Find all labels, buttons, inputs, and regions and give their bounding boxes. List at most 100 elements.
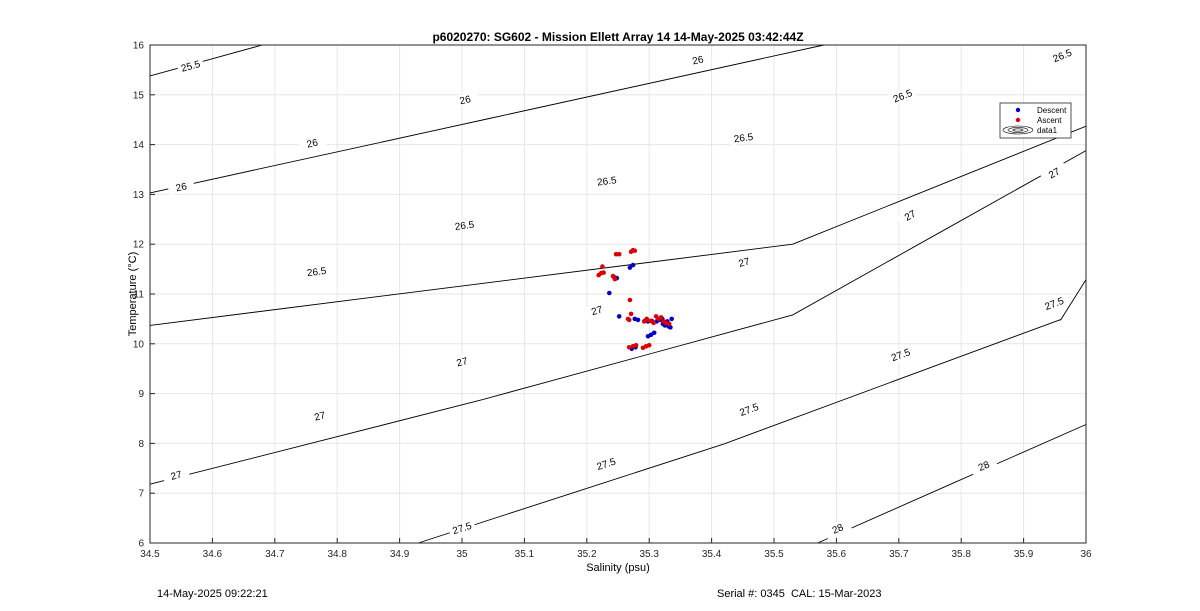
contour-line-27: [149, 150, 1087, 485]
x-tick-label: 35.7: [889, 549, 909, 560]
ascent-point: [658, 315, 664, 320]
contour-label-bg: [1039, 161, 1069, 185]
y-axis-ticks: 6 7 8 9 10 11 12 13 14 15 16: [133, 41, 155, 550]
y-tick-label: 16: [133, 41, 145, 52]
ascent-point: [632, 248, 638, 253]
x-tick-label: 35.8: [951, 549, 971, 560]
contour-label-bg: [167, 178, 196, 196]
contour-label-bg: [886, 344, 915, 365]
contour-label-bg: [447, 518, 477, 538]
contour-label-bg: [729, 130, 758, 146]
y-tick-label: 9: [138, 389, 144, 400]
contour-label-bg: [451, 91, 480, 109]
ascent-point: [646, 343, 652, 348]
x-tick-label: 35.1: [515, 549, 535, 560]
ascent-point: [626, 317, 632, 323]
contour-label-bg: [591, 454, 621, 474]
contour-label: 28: [977, 459, 992, 474]
x-tick-label: 34.8: [327, 549, 347, 560]
legend: Descent Ascent data1: [999, 102, 1072, 139]
contour-label-bg: [162, 466, 191, 485]
contour-label-bg: [593, 173, 621, 189]
contour-label-bg: [823, 517, 852, 540]
contour-label: 26: [306, 137, 320, 150]
contour-line-27-5: [418, 279, 1087, 544]
ascent-point: [651, 320, 656, 326]
contour-label-bg: [298, 134, 327, 152]
contour-label-bg: [683, 51, 712, 69]
y-axis-label: Temperature (°C): [127, 252, 139, 336]
ascent-point: [627, 297, 633, 303]
x-tick-label: 36: [1080, 549, 1092, 560]
contour-label-bg: [895, 203, 925, 227]
ascent-point: [626, 345, 632, 350]
y-tick-label: 6: [138, 539, 144, 550]
descent-point: [630, 262, 636, 268]
x-tick-label: 35.2: [577, 549, 597, 560]
y-tick-label: 13: [133, 190, 145, 201]
contour-label-bg: [888, 85, 917, 107]
contour-label: 27: [170, 469, 184, 483]
legend-descent-marker: [1015, 107, 1021, 113]
x-tick-label: 35: [456, 549, 468, 560]
ascent-point: [666, 321, 672, 327]
legend-data1-label: data1: [1037, 126, 1058, 135]
contour-line-25-5: [149, 44, 263, 77]
x-axis-label: Salinity (psu): [586, 562, 650, 574]
contour-label: 27: [903, 208, 918, 223]
contour-label: 26.5: [733, 132, 754, 145]
x-tick-label: 34.6: [203, 549, 223, 560]
contour-label-bg: [447, 352, 477, 371]
contour-label-bg: [969, 455, 998, 477]
contour-label-bg: [176, 56, 205, 76]
contour-label-bg: [582, 301, 611, 320]
contour-label: 26.5: [306, 266, 327, 279]
chart-title: p6020270: SG602 - Mission Ellett Array 1…: [432, 30, 803, 44]
contour-label: 27: [738, 256, 752, 270]
y-tick-label: 15: [133, 90, 145, 101]
legend-ascent-marker: [1015, 117, 1021, 123]
y-tick-label: 12: [133, 240, 145, 251]
descent-point: [668, 325, 673, 330]
footer-serial-cal: Serial #: 0345 CAL: 15-Mar-2023: [717, 588, 882, 600]
contour-label: 26.5: [597, 175, 618, 188]
y-tick-label: 11: [134, 290, 145, 301]
contour-label-bg: [734, 399, 764, 420]
contour-line-26-5: [149, 125, 1087, 326]
contour-label: 27: [313, 410, 327, 424]
contour-label: 25.5: [180, 59, 202, 75]
x-tick-label: 35.9: [1014, 549, 1034, 560]
contour-label: 28: [831, 522, 846, 537]
x-tick-label: 35.4: [702, 549, 722, 560]
ascent-point: [633, 343, 639, 348]
descent-point: [645, 334, 651, 339]
y-tick-label: 8: [138, 439, 144, 450]
contour-label-bg: [729, 252, 759, 272]
x-tick-label: 34.9: [390, 549, 410, 560]
contour-label-bg: [1039, 293, 1069, 314]
descent-point: [607, 290, 612, 296]
contour-label: 27: [1047, 166, 1062, 181]
ascent-point: [644, 316, 649, 322]
ascent-point: [601, 270, 606, 275]
density-contours: [149, 44, 1087, 544]
descent-point: [627, 265, 633, 270]
footer-timestamp: 14-May-2025 09:22:21: [157, 588, 268, 600]
contour-label-bg: [302, 264, 331, 280]
contour-label: 26.5: [454, 220, 475, 233]
contour-label: 26: [459, 94, 473, 107]
ascent-point: [628, 311, 634, 317]
contour-label: 26: [175, 181, 189, 194]
contour-label-bg: [450, 217, 479, 233]
descent-point: [635, 317, 641, 323]
x-tick-label: 35.3: [639, 549, 659, 560]
legend-ascent-label: Ascent: [1037, 116, 1062, 125]
contour-label: 26: [691, 54, 705, 67]
descent-point: [669, 316, 674, 322]
y-tick-label: 7: [138, 489, 144, 500]
descent-point: [616, 314, 622, 319]
x-tick-label: 35.5: [764, 549, 784, 560]
x-axis-ticks: 34.5 34.6 34.7 34.8 34.9 35 35.1 35.2 35.3 35.4 35…: [140, 538, 1092, 560]
ascent-point: [616, 251, 622, 257]
